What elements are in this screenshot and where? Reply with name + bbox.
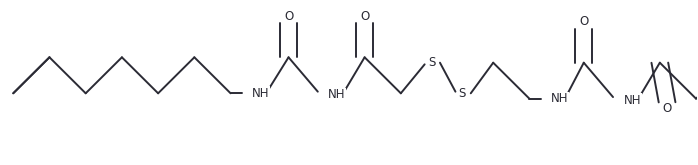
Text: NH: NH	[623, 94, 641, 107]
Text: NH: NH	[551, 92, 568, 105]
Text: NH: NH	[252, 87, 269, 100]
Text: O: O	[284, 10, 293, 23]
Text: O: O	[360, 10, 369, 23]
Text: NH: NH	[328, 88, 346, 101]
Text: O: O	[579, 16, 588, 29]
Text: S: S	[428, 56, 436, 69]
Text: S: S	[459, 87, 466, 100]
Text: O: O	[662, 102, 671, 115]
